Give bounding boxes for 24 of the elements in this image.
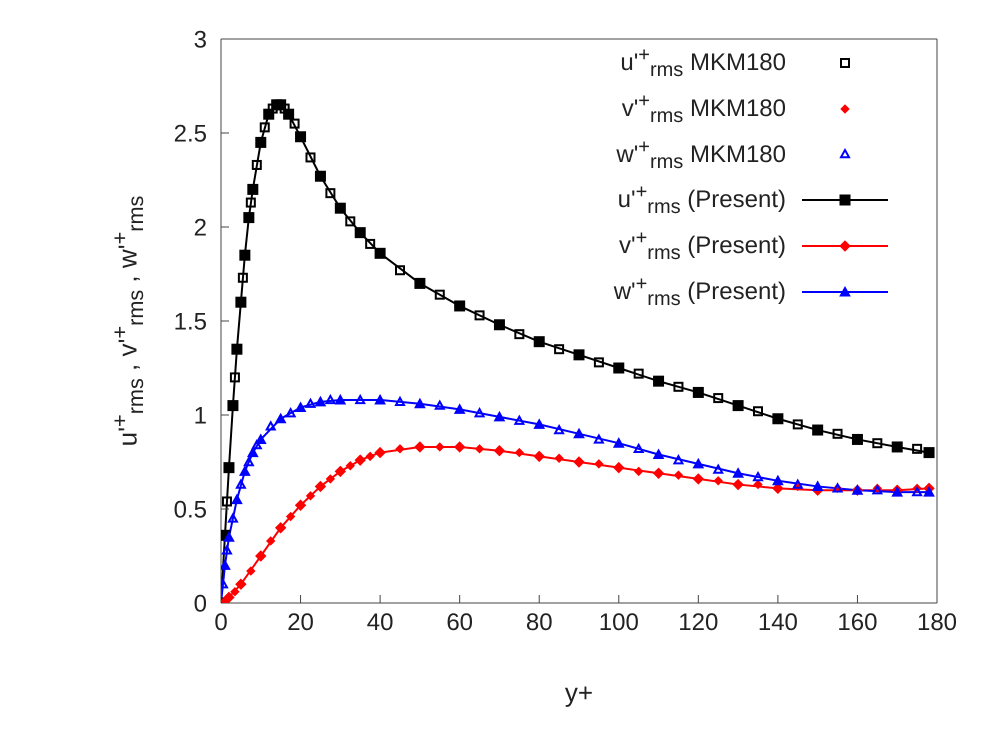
y-tick-label: 0.5 xyxy=(174,496,207,524)
x-tick-label: 60 xyxy=(446,609,474,636)
legend-label: w'$^{+}$$_{rms}$ MKM180 xyxy=(616,134,786,174)
y-tick-label: 1 xyxy=(194,402,207,430)
x-tick-label: 180 xyxy=(916,609,958,636)
legend-label: v'$^{+}$$_{rms}$ MKM180 xyxy=(622,88,786,129)
x-tick-label: 140 xyxy=(758,609,798,636)
y-tick-label: 2 xyxy=(194,214,207,242)
x-tick-label: 160 xyxy=(837,609,878,636)
x-tick-label: 0 xyxy=(214,609,228,636)
x-tick-label: 120 xyxy=(678,609,718,636)
y-tick-label: 3 xyxy=(194,26,207,54)
legend-label: w'$^{+}$$_{rms}$ (Present) xyxy=(614,272,786,312)
legend-label: u'$^{+}$$_{rms}$ MKM180 xyxy=(620,43,786,83)
legend-label: v'$^{+}$$_{rms}$ (Present) xyxy=(619,226,786,266)
x-tick-label: 40 xyxy=(366,609,394,636)
x-tick-label: 80 xyxy=(526,609,553,636)
y-tick-label: 1.5 xyxy=(174,308,207,336)
x-axis-title: y+ xyxy=(564,677,594,708)
y-tick-label: 0 xyxy=(194,590,207,618)
legend-label: u'$^{+}$$_{rms}$ (Present) xyxy=(618,180,786,220)
x-tick-label: 20 xyxy=(287,609,314,636)
x-tick-label: 100 xyxy=(598,609,639,636)
y-tick-label: 2.5 xyxy=(174,120,207,148)
